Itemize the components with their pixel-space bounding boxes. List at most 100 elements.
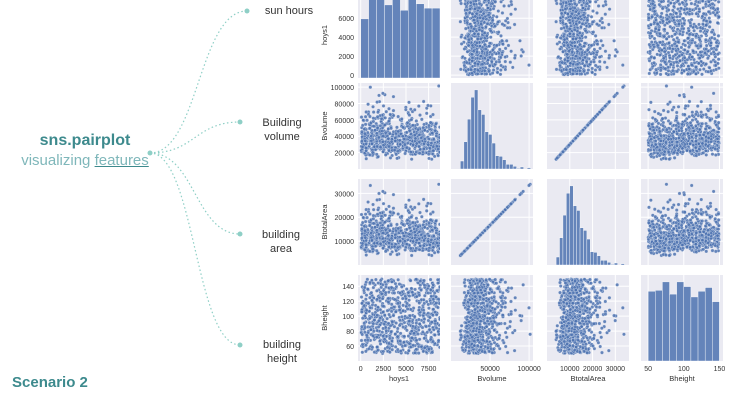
scatter-point <box>586 123 590 127</box>
scatter-point <box>612 94 616 99</box>
scatter-point <box>558 56 563 61</box>
scatter-point <box>583 55 587 60</box>
scatter-point <box>684 2 689 7</box>
scatter-point <box>716 57 721 62</box>
scatter-point <box>682 21 687 26</box>
scatter-point <box>398 142 403 147</box>
scatter-point <box>701 22 705 26</box>
scatter-point <box>430 131 435 135</box>
scatter-point <box>694 71 698 76</box>
scatter-point <box>700 0 705 3</box>
scatter-point <box>432 154 437 159</box>
scatter-point <box>685 148 689 153</box>
scatter-point <box>477 6 482 10</box>
scatter-point <box>667 41 671 46</box>
scatter-point <box>586 47 590 52</box>
scatter-point <box>568 6 573 11</box>
scatter-point <box>659 133 663 138</box>
scatter-point <box>713 63 718 68</box>
scatter-point <box>490 18 495 23</box>
scatter-point <box>709 30 714 34</box>
scatter-point <box>500 38 504 43</box>
scatter-point <box>604 2 608 7</box>
scatter-point <box>647 107 651 112</box>
scatter-point <box>405 145 409 150</box>
scatter-point <box>667 143 672 148</box>
scatter-point <box>465 15 470 19</box>
scatter-point <box>595 22 599 26</box>
scatter-point <box>590 20 595 24</box>
scatter-point <box>681 30 685 34</box>
scatter-point <box>715 21 720 25</box>
scatter-point <box>476 36 480 41</box>
scatter-point <box>672 1 677 6</box>
scatter-point <box>373 147 378 152</box>
scatter-point <box>661 144 666 149</box>
scatter-point <box>568 61 573 66</box>
scatter-point <box>717 126 721 131</box>
scatter-point <box>656 121 661 126</box>
scatter-point <box>712 0 716 1</box>
scatter-point <box>388 112 393 117</box>
scatter-point <box>438 150 440 155</box>
scatter-point <box>706 56 710 61</box>
scatter-point <box>694 11 699 16</box>
scatter-point <box>679 63 684 68</box>
scatter-point <box>699 63 704 68</box>
scatter-point <box>419 136 423 140</box>
scatter-point <box>711 91 716 96</box>
scatter-point <box>465 49 470 54</box>
scatter-point <box>426 142 431 147</box>
scatter-point <box>437 135 440 140</box>
scatter-point <box>581 69 586 74</box>
scatter-point <box>674 60 679 64</box>
scatter-point <box>472 2 477 7</box>
scatter-point <box>470 52 474 57</box>
hist-bar <box>431 7 440 78</box>
scatter-point <box>586 6 591 11</box>
scatter-point <box>376 135 381 140</box>
scatter-point <box>565 52 570 57</box>
scatter-point <box>572 28 577 32</box>
scatter-point <box>458 67 463 72</box>
scatter-point <box>483 56 487 61</box>
scatter-point <box>680 122 685 127</box>
scatter-point <box>651 6 656 10</box>
scatter-point <box>431 149 436 153</box>
scatter-point <box>700 72 704 77</box>
scatter-point <box>388 131 392 136</box>
scatter-point <box>694 134 699 138</box>
scatter-point <box>434 121 438 126</box>
scatter-point <box>647 42 652 47</box>
scatter-point <box>503 67 508 72</box>
scatter-point <box>401 125 405 130</box>
scatter-point <box>701 151 706 155</box>
scatter-point <box>575 62 580 67</box>
hist-bar <box>376 0 385 78</box>
scatter-point <box>409 150 413 154</box>
scatter-point <box>666 109 670 114</box>
scatter-point <box>426 152 431 156</box>
scatter-point <box>554 1 559 6</box>
scatter-point <box>682 112 687 117</box>
scatter-point <box>558 47 562 51</box>
connector-line-sun-hours <box>149 10 248 154</box>
scatter-point <box>716 130 721 134</box>
scatter-point <box>380 129 385 133</box>
scatter-point <box>706 131 710 136</box>
connector-dot-building-volume <box>237 119 243 125</box>
scatter-point <box>405 120 410 125</box>
scatter-point <box>668 100 672 104</box>
scatter-point <box>573 10 578 14</box>
feature-label-building-volume-line1: Building <box>262 117 302 129</box>
scatter-point <box>704 62 708 66</box>
scatter-point <box>561 34 566 39</box>
scatter-point <box>672 42 677 46</box>
scatter-point <box>672 150 677 155</box>
feature-label-sun-hours: sun hours <box>264 5 314 17</box>
scatter-point <box>650 34 654 39</box>
scatter-point <box>368 126 372 131</box>
hist-bar <box>463 141 468 169</box>
scatter-point <box>666 149 671 154</box>
scatter-point <box>505 26 510 30</box>
